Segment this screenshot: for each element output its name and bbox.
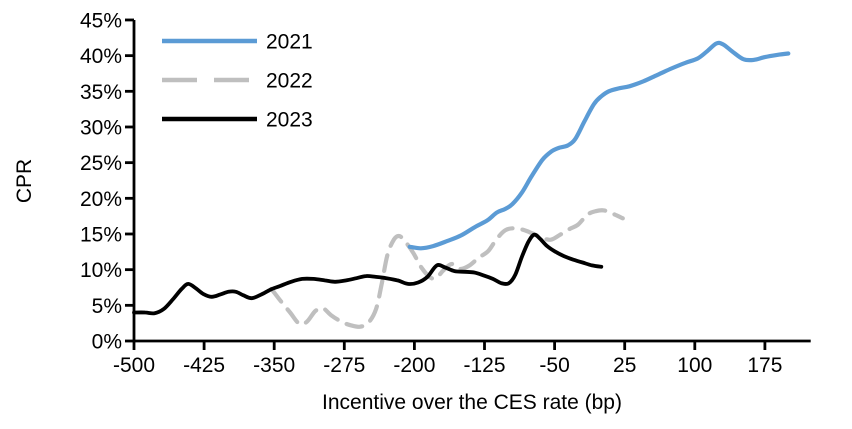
series-line-2023 [132, 232, 604, 316]
legend-item-2021: 2021 [162, 31, 313, 54]
legend-label-2023: 2023 [266, 109, 313, 132]
y-tick-label: 45% [80, 9, 122, 32]
x-tick-label: -350 [253, 354, 295, 377]
legend-label-2021: 2021 [266, 31, 313, 54]
x-tick-label: -50 [539, 354, 569, 377]
y-tick-label: 40% [80, 45, 122, 68]
series-lines [132, 40, 791, 329]
series-line-2022 [269, 208, 625, 329]
y-tick-label: 30% [80, 116, 122, 139]
x-axis-title: Incentive over the CES rate (bp) [322, 391, 622, 414]
x-tick-label: -125 [463, 354, 505, 377]
x-tick-label: -275 [323, 354, 365, 377]
y-tick-label: 15% [80, 223, 122, 246]
x-tick-label: 100 [677, 354, 712, 377]
legend-label-2022: 2022 [266, 70, 313, 93]
x-tick-label: -425 [183, 354, 225, 377]
y-tick-label: 25% [80, 152, 122, 175]
y-tick-label: 35% [80, 81, 122, 104]
series-line-2021 [407, 40, 791, 251]
y-tick-label: 20% [80, 188, 122, 211]
x-tick-label: 25 [613, 354, 636, 377]
x-tick-label: -500 [113, 354, 155, 377]
y-axis-title: CPR [13, 159, 36, 203]
legend: 2021 2022 2023 [162, 31, 313, 132]
x-tick-label: -200 [393, 354, 435, 377]
legend-item-2023: 2023 [162, 109, 313, 132]
y-tick-label: 0% [92, 331, 122, 354]
legend-item-2022: 2022 [162, 70, 313, 93]
axes: 0% 5% 10% 15% 20% 25% 30% 35% 40% 45% -500 -425 -350… [80, 9, 811, 377]
y-tick-label: 5% [92, 295, 122, 318]
y-tick-label: 10% [80, 259, 122, 282]
x-tick-label: 175 [747, 354, 782, 377]
